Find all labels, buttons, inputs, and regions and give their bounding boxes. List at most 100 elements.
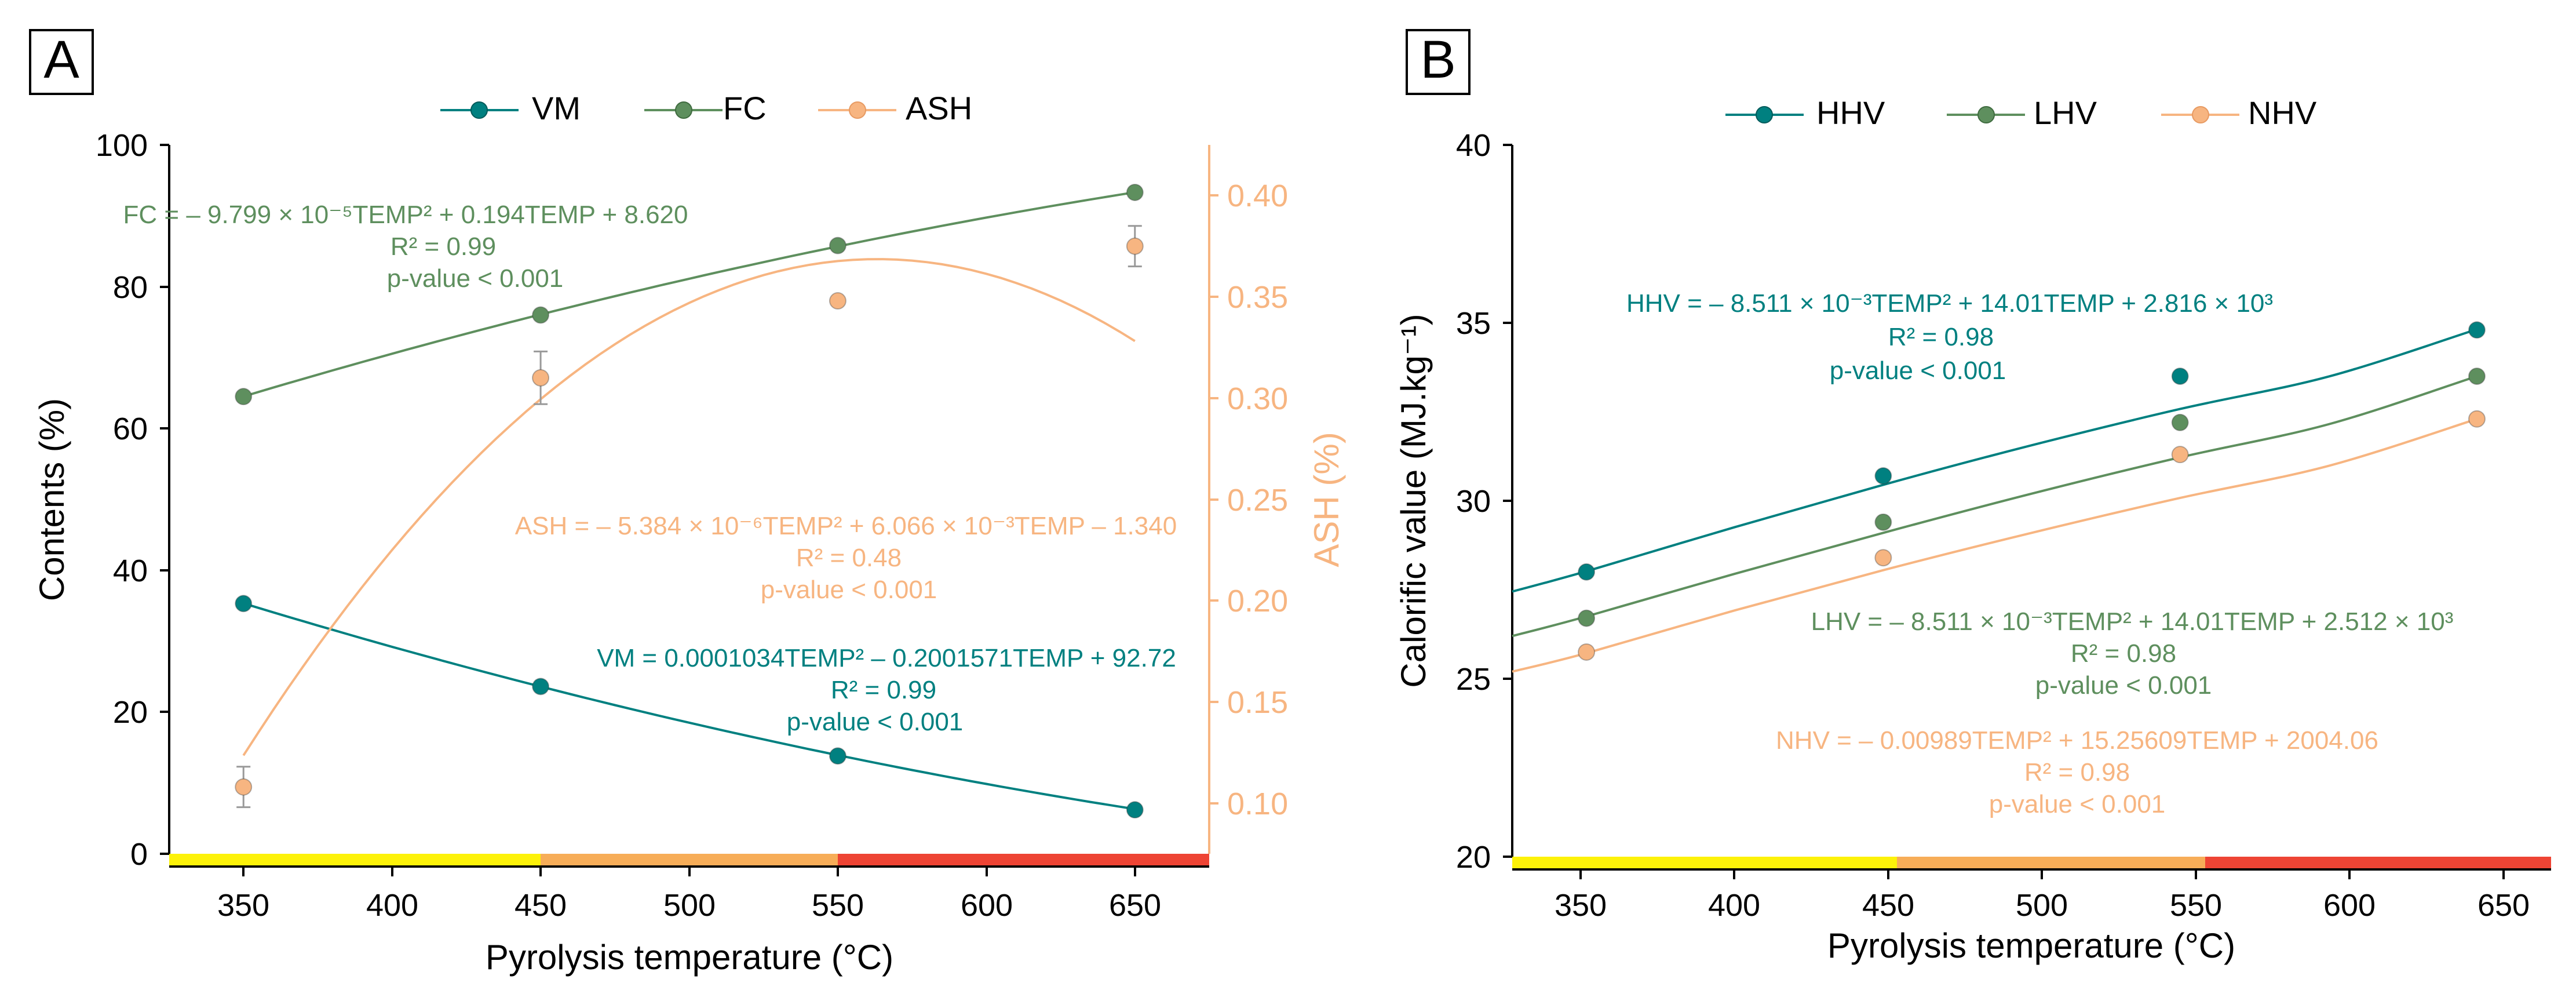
panel-b-label-box bbox=[1406, 29, 1471, 95]
x-tick-label: 550 bbox=[812, 888, 864, 923]
annotation-fc: FC = – 9.799 × 10⁻⁵TEMP² + 0.194TEMP + 8… bbox=[123, 201, 688, 293]
annotation-vm: VM = 0.0001034TEMP² – 0.2001571TEMP + 92… bbox=[597, 644, 1176, 736]
data-point-ash bbox=[829, 292, 846, 310]
panel-a-label: A bbox=[43, 30, 79, 89]
y-tick-label: 40 bbox=[1456, 128, 1491, 163]
panel-a: A VM FC ASH 350 bbox=[29, 29, 1346, 977]
y-right-tick-label: 0.20 bbox=[1227, 584, 1288, 618]
data-point-nhv bbox=[1874, 549, 1892, 567]
annotation-fc-r2: R² = 0.99 bbox=[391, 232, 496, 261]
y-axis-title-right-a: ASH (%) bbox=[1307, 432, 1346, 567]
data-point-hhv bbox=[1578, 563, 1596, 581]
legend-label-hhv: HHV bbox=[1816, 94, 1885, 131]
temp-strip-a-red bbox=[838, 854, 1209, 867]
annotation-lhv-r2: R² = 0.98 bbox=[2071, 639, 2176, 668]
data-point-ash bbox=[532, 369, 550, 387]
data-points-a bbox=[235, 183, 1144, 819]
fit-curve-lhv bbox=[1512, 375, 2478, 638]
legend-marker-fc bbox=[675, 101, 692, 119]
data-point-hhv bbox=[2468, 321, 2486, 339]
fit-curve-ash bbox=[242, 258, 1136, 756]
data-point-ash bbox=[235, 778, 253, 796]
fit-curve-fc bbox=[243, 191, 1136, 398]
annotation-vm-equation: VM = 0.0001034TEMP² – 0.2001571TEMP + 92… bbox=[597, 644, 1176, 672]
legend-marker-vm bbox=[470, 101, 488, 119]
data-point-fc bbox=[532, 306, 550, 324]
y-tick-label: 20 bbox=[113, 695, 148, 730]
x-tick-label: 500 bbox=[663, 888, 716, 923]
x-tick-label: 650 bbox=[1109, 888, 1161, 923]
annotation-lhv-pvalue: p-value < 0.001 bbox=[2035, 671, 2212, 700]
data-point-ash bbox=[1126, 237, 1144, 255]
panel-b-label: B bbox=[1420, 30, 1455, 89]
y-axis-title-b: Calorific value (MJ.kg⁻¹) bbox=[1394, 314, 1433, 687]
data-point-lhv bbox=[1578, 609, 1596, 627]
temp-strip-b-orange bbox=[1897, 857, 2205, 869]
fit-curve-vm bbox=[243, 602, 1136, 810]
annotation-lhv: LHV = – 8.511 × 10⁻³TEMP² + 14.01TEMP + … bbox=[1811, 607, 2454, 700]
y-tick-label: 0 bbox=[130, 837, 148, 872]
y-tick-label: 80 bbox=[113, 270, 148, 305]
legend-marker-lhv bbox=[1977, 106, 1995, 123]
y-tick-label: 30 bbox=[1456, 484, 1491, 519]
legend-label-ash: ASH bbox=[906, 90, 972, 126]
data-point-vm bbox=[532, 678, 550, 696]
y-tick-label: 20 bbox=[1456, 840, 1491, 875]
data-point-lhv bbox=[2171, 413, 2189, 431]
data-point-vm bbox=[829, 747, 846, 765]
legend-label-fc: FC bbox=[723, 90, 767, 126]
y-tick-label: 100 bbox=[96, 128, 148, 163]
x-tick-label: 350 bbox=[1555, 888, 1607, 923]
data-point-hhv bbox=[2171, 367, 2189, 385]
legend-marker-ash bbox=[849, 101, 866, 119]
x-tick-label: 650 bbox=[2478, 888, 2530, 923]
annotation-hhv-pvalue: p-value < 0.001 bbox=[1830, 356, 2006, 385]
data-point-fc bbox=[829, 236, 846, 254]
annotation-ash-equation: ASH = – 5.384 × 10⁻⁶TEMP² + 6.066 × 10⁻³… bbox=[515, 512, 1177, 540]
annotation-nhv-r2: R² = 0.98 bbox=[2024, 758, 2130, 787]
y-right-tick-label: 0.30 bbox=[1227, 381, 1288, 416]
data-point-hhv bbox=[1874, 467, 1892, 485]
y-tick-label: 40 bbox=[113, 554, 148, 588]
annotation-hhv-equation: HHV = – 8.511 × 10⁻³TEMP² + 14.01TEMP + … bbox=[1626, 289, 2273, 318]
annotation-hhv: HHV = – 8.511 × 10⁻³TEMP² + 14.01TEMP + … bbox=[1626, 289, 2273, 385]
annotation-ash-pvalue: p-value < 0.001 bbox=[761, 576, 937, 604]
data-point-vm bbox=[235, 595, 253, 613]
data-point-fc bbox=[235, 388, 253, 406]
x-tick-label: 600 bbox=[961, 888, 1013, 923]
x-tick-label: 450 bbox=[515, 888, 567, 923]
data-point-lhv bbox=[1874, 513, 1892, 531]
fit-curve-hhv bbox=[1512, 328, 2478, 593]
legend-label-nhv: NHV bbox=[2248, 94, 2317, 131]
annotation-ash-r2: R² = 0.48 bbox=[796, 544, 902, 572]
data-point-lhv bbox=[2468, 367, 2486, 385]
annotation-nhv-equation: NHV = – 0.00989TEMP² + 15.25609TEMP + 20… bbox=[1776, 726, 2378, 755]
x-axis-title-b: Pyrolysis temperature (°C) bbox=[1827, 926, 2235, 965]
temp-strip-a-yellow bbox=[169, 854, 541, 867]
data-point-nhv bbox=[2468, 410, 2486, 428]
temp-strip-b-yellow bbox=[1512, 857, 1897, 869]
y-tick-label: 35 bbox=[1456, 306, 1491, 341]
legend-label-vm: VM bbox=[532, 90, 581, 126]
legend-a: VM FC ASH bbox=[440, 90, 972, 126]
y-right-tick-label: 0.25 bbox=[1227, 483, 1288, 518]
data-point-nhv bbox=[2171, 446, 2189, 464]
temp-strip-b-red bbox=[2205, 857, 2551, 869]
x-tick-label: 400 bbox=[1708, 888, 1760, 923]
annotation-nhv-pvalue: p-value < 0.001 bbox=[1989, 790, 2166, 818]
x-tick-label: 350 bbox=[217, 888, 269, 923]
data-points-b bbox=[1578, 321, 2486, 661]
annotation-ash: ASH = – 5.384 × 10⁻⁶TEMP² + 6.066 × 10⁻³… bbox=[515, 512, 1177, 604]
legend-b: HHV LHV NHV bbox=[1725, 94, 2317, 131]
annotation-vm-pvalue: p-value < 0.001 bbox=[787, 708, 964, 736]
y-ticks-a-left: 0 20 40 60 80 100 bbox=[96, 128, 169, 872]
x-ticks-a: 350 400 450 500 550 600 650 bbox=[217, 867, 1161, 923]
y-tick-label: 60 bbox=[113, 412, 148, 446]
x-tick-label: 450 bbox=[1862, 888, 1914, 923]
y-tick-label: 25 bbox=[1456, 662, 1491, 697]
y-right-tick-label: 0.10 bbox=[1227, 787, 1288, 821]
data-point-fc bbox=[1126, 183, 1144, 201]
annotation-fc-equation: FC = – 9.799 × 10⁻⁵TEMP² + 0.194TEMP + 8… bbox=[123, 201, 688, 229]
x-axis-title-a: Pyrolysis temperature (°C) bbox=[486, 938, 893, 977]
